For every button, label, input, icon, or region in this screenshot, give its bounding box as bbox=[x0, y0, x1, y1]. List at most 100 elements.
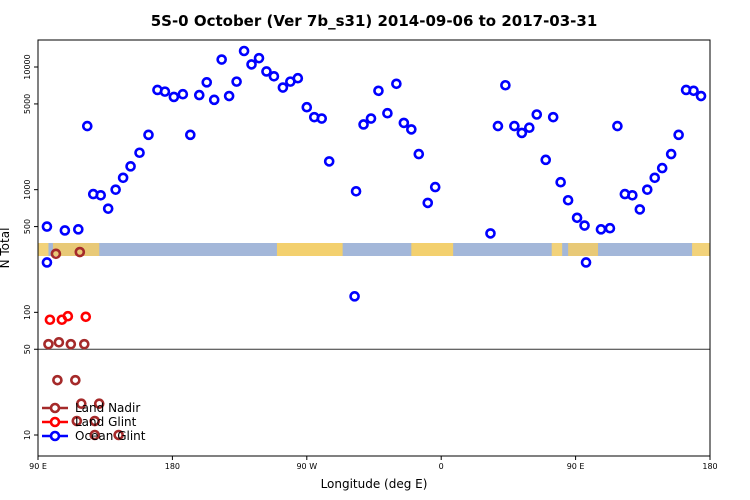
data-points bbox=[41, 45, 707, 441]
land-nadir-point bbox=[43, 338, 54, 350]
x-axis: 90 E 180 90 W 0 90 E 180 bbox=[29, 456, 718, 471]
ocean-glint-point bbox=[373, 85, 384, 97]
ocean-glint-point bbox=[177, 88, 189, 100]
legend-label-land-glint: Land Glint bbox=[75, 415, 137, 429]
ocean-glint-point bbox=[516, 127, 528, 139]
plot-frame bbox=[37, 39, 711, 457]
ocean-glint-point bbox=[253, 52, 265, 64]
land-nadir-point bbox=[76, 398, 87, 409]
x-tick-label: 90 W bbox=[296, 462, 317, 471]
land-mass bbox=[276, 243, 343, 256]
ocean-glint-point bbox=[261, 66, 272, 77]
x-axis-title: Longitude (deg E) bbox=[321, 477, 428, 491]
y-tick-label: 10 bbox=[23, 430, 32, 440]
land-glint-point bbox=[56, 314, 68, 326]
ocean-glint-point bbox=[231, 76, 242, 87]
ocean-glint-point bbox=[579, 220, 590, 231]
y-axis-title: N Total bbox=[0, 228, 12, 269]
land-mass bbox=[568, 243, 598, 256]
ocean-glint-point bbox=[540, 154, 552, 166]
ocean-glint-point bbox=[316, 113, 328, 124]
ocean-glint-point bbox=[95, 189, 107, 201]
chart-title: 5S-0 October (Ver 7b_s31) 2014-09-06 to … bbox=[151, 12, 598, 30]
legend-marker-land-glint bbox=[49, 416, 61, 428]
land-glint-point bbox=[44, 314, 56, 326]
ocean-glint-point bbox=[665, 148, 677, 160]
land-nadir-point bbox=[113, 429, 124, 441]
ocean-glint-point bbox=[292, 72, 304, 84]
land-nadir-point bbox=[50, 248, 62, 260]
ocean-glint-point bbox=[41, 257, 53, 268]
ocean-glint-point bbox=[524, 122, 535, 134]
land-nadir-point bbox=[52, 374, 63, 386]
ocean-glint-point bbox=[571, 212, 583, 224]
x-tick-label: 180 bbox=[165, 462, 180, 471]
ocean-glint-point bbox=[73, 224, 84, 235]
ocean-glint-point bbox=[365, 113, 377, 124]
x-tick-label: 90 E bbox=[567, 462, 585, 471]
ocean-glint-point bbox=[208, 94, 220, 106]
land-glint-point bbox=[80, 311, 92, 323]
y-axis: 10 50 100 500 1000 5000 10000 bbox=[23, 54, 38, 440]
ocean-glint-point bbox=[580, 257, 592, 268]
ocean-glint-point bbox=[102, 203, 114, 214]
ocean-glint-point bbox=[595, 224, 607, 235]
land-mass bbox=[551, 243, 563, 256]
ocean-glint-point bbox=[413, 148, 425, 160]
land-mass bbox=[692, 243, 710, 256]
ocean-glint-point bbox=[656, 162, 668, 174]
ocean-glint-point bbox=[634, 204, 646, 215]
ocean-glint-point bbox=[143, 129, 154, 141]
legend-marker-land-nadir bbox=[49, 402, 61, 414]
y-tick-label: 5000 bbox=[23, 94, 32, 114]
ocean-glint-point bbox=[612, 120, 623, 132]
land-nadir-point bbox=[89, 429, 101, 441]
ocean-glint-point bbox=[59, 225, 71, 236]
ocean-glint-point bbox=[382, 107, 393, 119]
land-nadir-point bbox=[70, 374, 81, 386]
ocean-glint-point bbox=[358, 119, 369, 130]
y-tick-label: 1000 bbox=[23, 179, 32, 199]
ocean-glint-point bbox=[41, 221, 53, 232]
land-nadir-point bbox=[93, 398, 105, 409]
ocean-glint-point bbox=[485, 228, 496, 239]
ocean-glint-point bbox=[547, 111, 559, 123]
ocean-glint-point bbox=[641, 184, 653, 195]
ocean-glint-point bbox=[422, 197, 434, 209]
y-tick-label: 50 bbox=[23, 344, 32, 354]
ocean-glint-point bbox=[673, 129, 684, 141]
ocean-glint-point bbox=[649, 172, 661, 184]
legend-marker-ocean-glint bbox=[49, 430, 61, 442]
map-band bbox=[38, 243, 710, 256]
ocean-glint-point bbox=[604, 222, 616, 234]
ocean-glint-point bbox=[201, 77, 213, 88]
land-mass bbox=[38, 243, 49, 256]
ocean-glint-point bbox=[117, 172, 129, 184]
x-tick-label: 180 bbox=[702, 462, 717, 471]
x-tick-label: 0 bbox=[439, 462, 444, 471]
ocean-glint-point bbox=[223, 90, 235, 102]
legend-label-land-nadir: Land Nadir bbox=[75, 401, 140, 415]
ocean-glint-point bbox=[81, 120, 93, 132]
ocean-glint-point bbox=[391, 78, 402, 90]
ocean-glint-point bbox=[492, 120, 504, 132]
land-nadir-point bbox=[89, 415, 101, 427]
ocean-glint-point bbox=[159, 86, 171, 97]
ocean-glint-point bbox=[500, 79, 511, 91]
ocean-glint-point bbox=[216, 54, 227, 65]
ocean-glint-point bbox=[268, 70, 280, 82]
ocean-glint-point bbox=[193, 89, 205, 101]
ocean-glint-point bbox=[509, 120, 520, 132]
land-mass bbox=[411, 243, 454, 256]
ocean-glint-point bbox=[695, 90, 707, 102]
ocean-glint-point bbox=[627, 189, 638, 201]
x-tick-label: 90 E bbox=[29, 462, 47, 471]
y-tick-label: 500 bbox=[23, 219, 32, 234]
legend-label-ocean-glint: Ocean Glint bbox=[75, 429, 146, 443]
ocean-glint-point bbox=[246, 59, 257, 70]
land-nadir-point bbox=[78, 338, 90, 350]
ocean-glint-point bbox=[301, 101, 313, 113]
land-nadir-point bbox=[53, 336, 65, 348]
